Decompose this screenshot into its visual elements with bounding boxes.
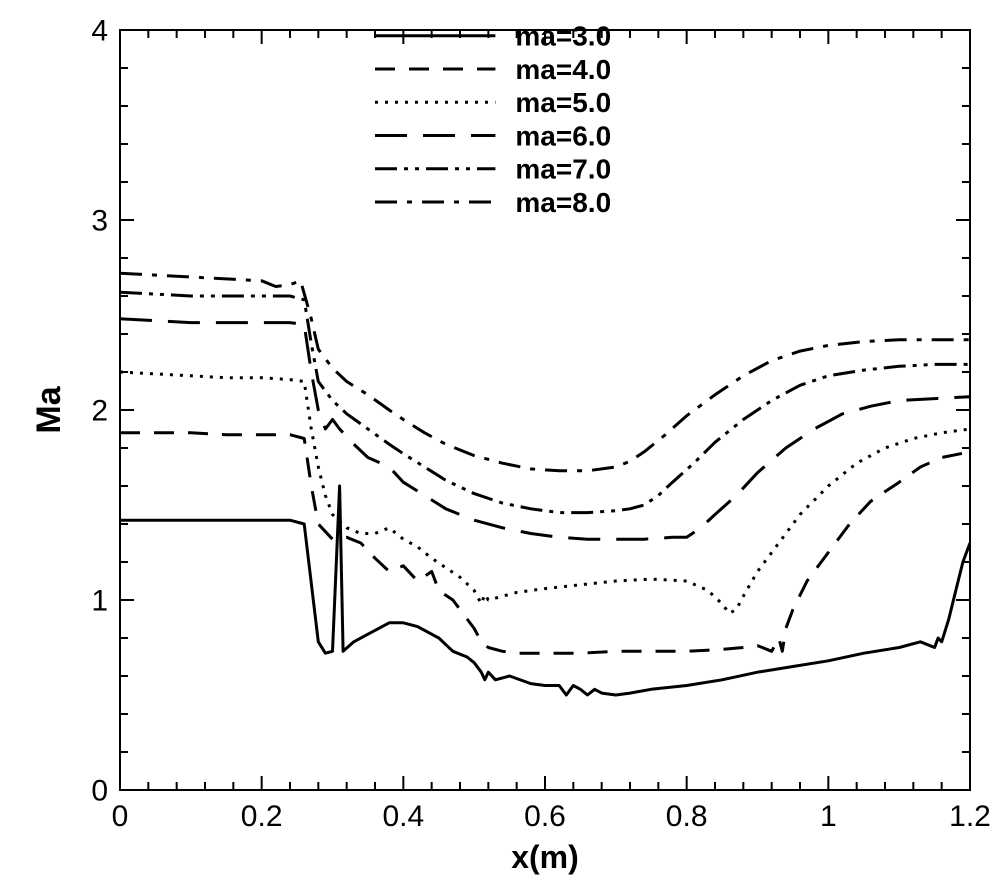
y-tick-label: 2 <box>91 395 108 428</box>
y-tick-label: 4 <box>91 15 108 48</box>
series-s5 <box>120 372 970 613</box>
legend-label: ma=8.0 <box>515 187 611 218</box>
y-tick-label: 3 <box>91 205 108 238</box>
x-tick-label: 0.6 <box>524 800 566 833</box>
x-tick-label: 0.2 <box>241 800 283 833</box>
series-s7 <box>120 292 970 512</box>
legend-label: ma=5.0 <box>515 87 611 118</box>
y-axis-title: Ma <box>30 385 68 433</box>
series-s3 <box>120 486 970 695</box>
x-axis-title: x(m) <box>511 839 579 875</box>
mach-line-chart: 0 0.2 0.4 0.6 0.8 1 1.2 x(m) 0 1 2 3 4 Ma ma=3.0ma=4.0… <box>0 0 1000 888</box>
chart-svg: 0 0.2 0.4 0.6 0.8 1 1.2 x(m) 0 1 2 3 4 Ma ma=3.0ma=4.0… <box>0 0 1000 888</box>
y-tick-label: 1 <box>91 585 108 618</box>
series-s6 <box>120 319 970 539</box>
legend-label: ma=3.0 <box>515 21 611 52</box>
legend-label: ma=6.0 <box>515 120 611 151</box>
x-tick-label: 0.4 <box>382 800 424 833</box>
x-tick-label: 0.8 <box>666 800 708 833</box>
x-tick-label: 0 <box>112 800 129 833</box>
legend-label: ma=7.0 <box>515 154 611 185</box>
legend-label: ma=4.0 <box>515 54 611 85</box>
x-tick-label: 1 <box>820 800 837 833</box>
y-tick-label: 0 <box>91 775 108 808</box>
series-s4 <box>120 433 970 653</box>
series-s8 <box>120 273 970 471</box>
x-tick-label: 1.2 <box>949 800 991 833</box>
